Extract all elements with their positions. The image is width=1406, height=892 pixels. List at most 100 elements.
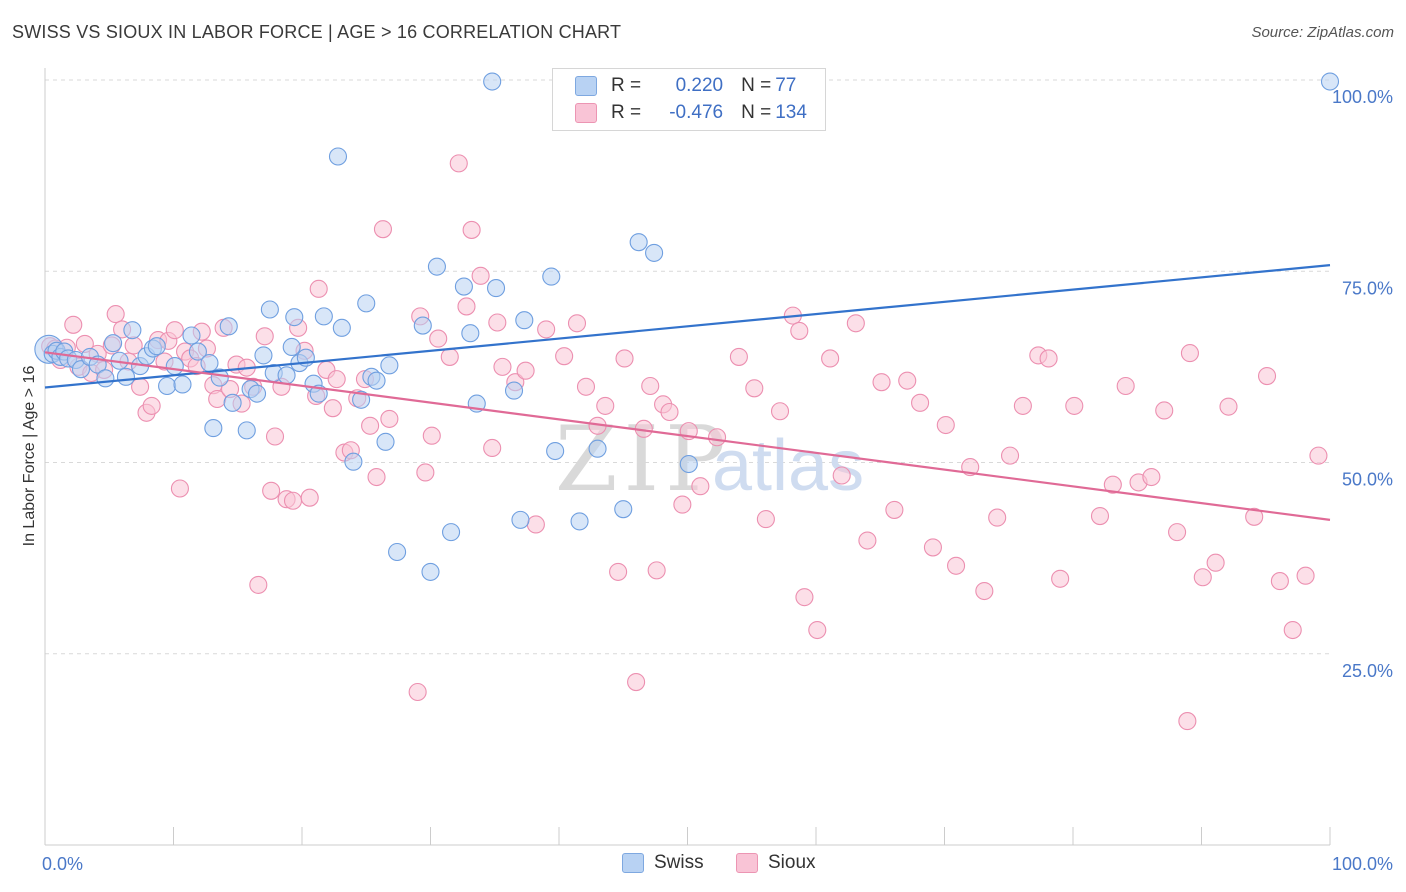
sioux-point bbox=[627, 673, 646, 692]
swiss-point bbox=[165, 357, 184, 376]
swiss-point bbox=[570, 512, 589, 531]
swiss-n-value: 77 bbox=[775, 75, 797, 96]
sioux-point bbox=[457, 297, 476, 316]
swiss-point bbox=[421, 562, 440, 581]
swiss-point bbox=[483, 72, 502, 91]
swiss-trend-line bbox=[44, 264, 1331, 389]
swiss-point bbox=[388, 542, 407, 562]
swiss-legend-label: Swiss bbox=[654, 852, 704, 873]
sioux-point bbox=[449, 154, 468, 173]
swiss-point bbox=[376, 432, 395, 451]
sioux-point bbox=[64, 315, 83, 334]
series-legend: Swiss Sioux bbox=[0, 852, 1406, 878]
sioux-point bbox=[249, 575, 268, 594]
sioux-point bbox=[673, 495, 692, 514]
legend-item-sioux[interactable]: Sioux bbox=[736, 852, 816, 874]
swiss-point bbox=[504, 381, 524, 400]
sioux-point bbox=[323, 399, 342, 418]
sioux-point bbox=[936, 415, 955, 435]
sioux-point bbox=[975, 581, 994, 601]
sioux-legend-swatch bbox=[736, 853, 758, 873]
sioux-legend-label: Sioux bbox=[768, 852, 816, 873]
swiss-point bbox=[123, 321, 142, 340]
swiss-point bbox=[645, 243, 664, 262]
swiss-point bbox=[1320, 72, 1340, 91]
sioux-point bbox=[691, 477, 710, 496]
swiss-point bbox=[247, 384, 267, 403]
sioux-point bbox=[367, 467, 386, 487]
sioux-point bbox=[1065, 396, 1084, 415]
sioux-point bbox=[988, 508, 1007, 527]
sioux-point bbox=[309, 279, 328, 298]
legend-item-swiss[interactable]: Swiss bbox=[622, 852, 704, 874]
swiss-point bbox=[629, 233, 648, 252]
y-tick-label: 75.0% bbox=[1342, 278, 1393, 298]
sioux-point bbox=[1219, 397, 1238, 416]
sioux-point bbox=[660, 402, 679, 422]
swiss-point bbox=[254, 346, 273, 365]
sioux-point bbox=[615, 349, 634, 368]
sioux-point bbox=[790, 321, 809, 340]
swiss-point bbox=[200, 353, 219, 373]
legend-row-sioux: R = -0.476 N = 134 bbox=[575, 101, 819, 125]
sioux-point bbox=[361, 416, 380, 435]
sioux-point bbox=[416, 463, 435, 482]
sioux-point bbox=[1168, 523, 1187, 542]
swiss-point bbox=[588, 439, 607, 458]
sioux-point bbox=[283, 491, 303, 510]
sioux-point bbox=[1155, 401, 1174, 420]
sioux-point bbox=[1257, 367, 1277, 386]
sioux-point bbox=[923, 538, 942, 557]
sioux-point bbox=[821, 349, 840, 368]
swiss-point bbox=[461, 324, 480, 343]
source-credit: Source: ZipAtlas.com bbox=[1251, 24, 1394, 41]
swiss-point bbox=[223, 393, 242, 412]
swiss-point bbox=[515, 311, 534, 330]
swiss-point bbox=[427, 257, 446, 276]
swiss-point bbox=[352, 390, 371, 409]
sioux-point bbox=[1090, 506, 1110, 526]
sioux-point bbox=[265, 427, 285, 446]
sioux-trend-line bbox=[44, 351, 1331, 521]
watermark-atlas: atlas bbox=[712, 426, 864, 506]
sioux-point bbox=[106, 305, 125, 324]
swiss-point bbox=[380, 356, 399, 375]
sioux-point bbox=[142, 396, 161, 415]
sioux-point bbox=[911, 393, 930, 412]
swiss-point bbox=[614, 500, 633, 519]
sioux-point bbox=[165, 321, 184, 340]
swiss-point bbox=[219, 317, 238, 336]
sioux-point bbox=[708, 428, 727, 447]
sioux-point bbox=[429, 329, 448, 348]
swiss-legend-swatch bbox=[622, 853, 644, 873]
sioux-point bbox=[516, 361, 535, 380]
sioux-point bbox=[947, 556, 966, 575]
swiss-point bbox=[511, 510, 530, 529]
sioux-point bbox=[832, 466, 851, 485]
swiss-point bbox=[237, 421, 256, 440]
sioux-point bbox=[898, 371, 917, 390]
swiss-point bbox=[285, 308, 304, 327]
swiss-r-label: R = bbox=[611, 75, 642, 96]
swiss-point bbox=[204, 419, 223, 438]
swiss-point bbox=[442, 523, 461, 542]
sioux-r-label: R = bbox=[611, 102, 642, 123]
sioux-point bbox=[770, 402, 790, 421]
swiss-point bbox=[344, 452, 363, 471]
sioux-point bbox=[576, 377, 596, 396]
trend-lines bbox=[44, 264, 1331, 521]
sioux-point bbox=[1245, 507, 1264, 526]
sioux-point bbox=[609, 562, 628, 581]
sioux-point bbox=[846, 314, 865, 333]
sioux-point bbox=[1013, 396, 1032, 415]
sioux-point bbox=[1193, 568, 1212, 587]
sioux-swatch bbox=[575, 103, 597, 123]
sioux-point bbox=[1206, 553, 1225, 572]
swiss-point bbox=[104, 334, 123, 353]
sioux-point bbox=[567, 314, 587, 333]
sioux-point bbox=[596, 396, 615, 415]
x-tick-label-max: 100.0% bbox=[1332, 854, 1393, 874]
sioux-n-value: 134 bbox=[775, 102, 807, 123]
swiss-point bbox=[71, 360, 91, 379]
sioux-point bbox=[1103, 475, 1122, 494]
